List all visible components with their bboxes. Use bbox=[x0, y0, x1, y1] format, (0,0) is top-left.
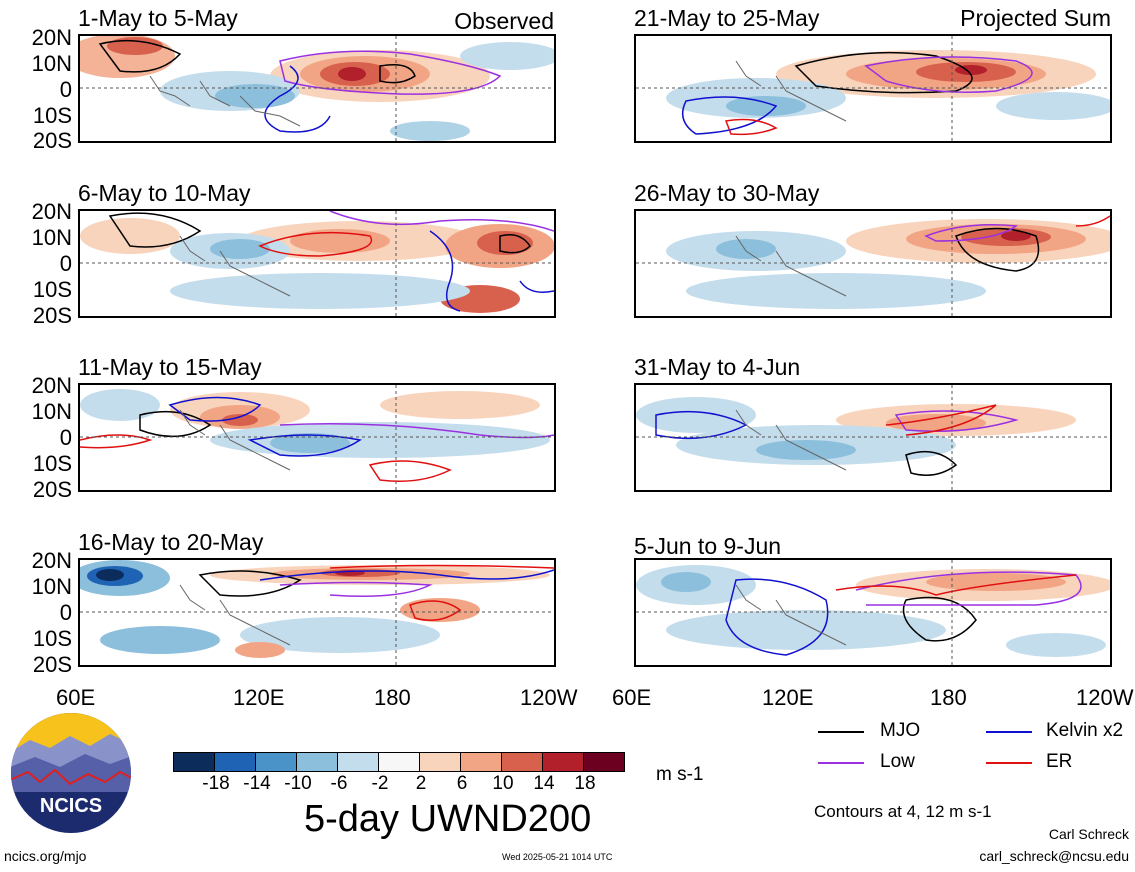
anomaly-map bbox=[636, 560, 1110, 665]
colorbar-label: 10 bbox=[492, 773, 514, 794]
panel-title-4: 26-May to 30-May bbox=[634, 180, 820, 206]
panel-title-3: 6-May to 10-May bbox=[78, 180, 251, 206]
panel-title-2: 21-May to 25-May bbox=[634, 5, 820, 31]
lat-label: 10S bbox=[32, 277, 72, 302]
lat-label: 0 bbox=[59, 425, 72, 450]
lat-label: 10S bbox=[32, 103, 72, 128]
lon-label: 120W bbox=[1076, 685, 1134, 710]
contour-note: Contours at 4, 12 m s-1 bbox=[814, 802, 992, 821]
legend-label-mjo: MJO bbox=[880, 720, 921, 741]
lat-label: 10N bbox=[31, 225, 72, 250]
lon-label: 60E bbox=[612, 685, 652, 710]
legend-label-kelvin: Kelvin x2 bbox=[1046, 720, 1124, 741]
map-panel-observed-3 bbox=[78, 383, 556, 492]
colorbar-swatch bbox=[255, 752, 297, 772]
projected-sum-label: Projected Sum bbox=[960, 5, 1111, 31]
timestamp: Wed 2025-05-21 1014 UTC bbox=[502, 852, 613, 862]
lat-label: 20S bbox=[32, 303, 72, 328]
legend-label-low: Low bbox=[880, 751, 915, 772]
colorbar-label: -10 bbox=[284, 773, 312, 794]
ncics-logo: NCICS bbox=[10, 712, 132, 839]
ncics-logo-icon: NCICS bbox=[11, 713, 131, 833]
anomaly-map bbox=[636, 211, 1110, 316]
map-panel-projected-2 bbox=[634, 209, 1112, 318]
lat-label: 0 bbox=[59, 77, 72, 102]
anomaly-map bbox=[80, 36, 554, 141]
lat-label: 10N bbox=[31, 399, 72, 424]
colorbar-swatch bbox=[460, 752, 502, 772]
logo-text: NCICS bbox=[40, 795, 102, 817]
colorbar-swatch bbox=[583, 752, 625, 772]
colorbar-label: -14 bbox=[243, 773, 271, 794]
lon-label: 120E bbox=[233, 685, 285, 710]
legend-line-er bbox=[986, 762, 1032, 764]
anomaly-map bbox=[80, 211, 554, 316]
panel-title-1: 1-May to 5-May bbox=[78, 5, 238, 31]
panel-title-8: 5-Jun to 9-Jun bbox=[634, 533, 782, 559]
panel-title-5: 11-May to 15-May bbox=[78, 354, 262, 380]
colorbar-swatch bbox=[173, 752, 215, 772]
map-panel-observed-2 bbox=[78, 209, 556, 318]
lat-label: 0 bbox=[59, 251, 72, 276]
map-panel-projected-4 bbox=[634, 558, 1112, 667]
legend-line-low bbox=[818, 762, 864, 764]
panel-title-6: 31-May to 4-Jun bbox=[634, 354, 801, 380]
lat-label: 20N bbox=[31, 25, 72, 50]
author-email: carl_schreck@ncsu.edu bbox=[979, 848, 1129, 864]
lon-label: 120W bbox=[520, 685, 578, 710]
lon-label: 60E bbox=[56, 685, 96, 710]
colorbar-swatch bbox=[296, 752, 338, 772]
units-label: m s-1 bbox=[656, 764, 704, 785]
lat-label: 20S bbox=[32, 477, 72, 502]
anomaly-map bbox=[636, 36, 1110, 141]
site-url: ncics.org/mjo bbox=[4, 848, 87, 864]
lat-label: 20N bbox=[31, 548, 72, 573]
lon-label: 180 bbox=[930, 685, 967, 710]
colorbar-swatch bbox=[214, 752, 256, 772]
lat-label: 10S bbox=[32, 626, 72, 651]
lat-label: 10N bbox=[31, 574, 72, 599]
lat-label: 20N bbox=[31, 199, 72, 224]
colorbar-swatch bbox=[542, 752, 584, 772]
observed-label: Observed bbox=[454, 8, 554, 34]
colorbar-label: 14 bbox=[533, 773, 555, 794]
map-panel-projected-1 bbox=[634, 34, 1112, 143]
legend-line-kelvin bbox=[986, 731, 1032, 733]
lat-label: 20S bbox=[32, 128, 72, 153]
anomaly-map bbox=[80, 385, 554, 490]
figure-title: 5-day UWND200 bbox=[304, 798, 592, 840]
lon-label: 120E bbox=[762, 685, 814, 710]
lat-label: 10S bbox=[32, 451, 72, 476]
colorbar-swatches bbox=[173, 752, 625, 772]
colorbar-label: -18 bbox=[202, 773, 230, 794]
lat-label: 0 bbox=[59, 600, 72, 625]
lat-label: 20N bbox=[31, 373, 72, 398]
author-name: Carl Schreck bbox=[1048, 826, 1129, 842]
anomaly-map bbox=[636, 385, 1110, 490]
map-panel-observed-1 bbox=[78, 34, 556, 143]
colorbar-label: -2 bbox=[371, 773, 389, 794]
legend-label-er: ER bbox=[1046, 751, 1073, 772]
lon-label: 180 bbox=[374, 685, 411, 710]
colorbar-swatch bbox=[501, 752, 543, 772]
colorbar-swatch bbox=[378, 752, 420, 772]
colorbar-label: 2 bbox=[415, 773, 427, 794]
colorbar-swatch bbox=[419, 752, 461, 772]
map-panel-observed-4 bbox=[78, 558, 556, 667]
lat-label: 20S bbox=[32, 652, 72, 677]
legend-line-mjo bbox=[818, 731, 864, 733]
lat-label: 10N bbox=[31, 51, 72, 76]
colorbar-label: 18 bbox=[574, 773, 596, 794]
colorbar bbox=[173, 752, 626, 777]
colorbar-label: -6 bbox=[330, 773, 348, 794]
map-panel-projected-3 bbox=[634, 383, 1112, 492]
panel-title-7: 16-May to 20-May bbox=[78, 529, 264, 555]
colorbar-swatch bbox=[337, 752, 379, 772]
anomaly-map bbox=[80, 560, 554, 665]
colorbar-label: 6 bbox=[456, 773, 468, 794]
